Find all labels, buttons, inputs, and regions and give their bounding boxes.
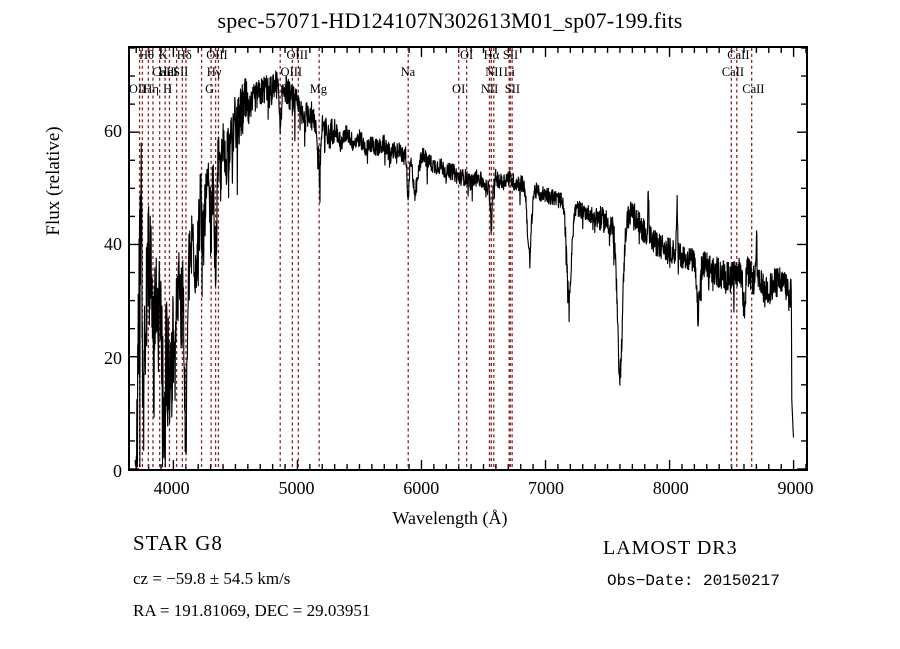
y-tick-0: 0 bbox=[113, 461, 122, 481]
x-tick-4000: 4000 bbox=[153, 478, 190, 498]
x-tick-9000: 9000 bbox=[777, 478, 814, 498]
line-label-OIII-4959: OIII bbox=[280, 65, 303, 79]
line-label-OI-6300: OI bbox=[452, 82, 466, 96]
line-label-CaII-8498: CaII bbox=[721, 65, 744, 79]
line-label-SII-6716: SII bbox=[502, 48, 519, 62]
line-label-SII-4072: SII bbox=[173, 65, 189, 79]
line-label-H-4101: Hδ bbox=[176, 48, 192, 62]
line-label-OIII-5007: OIII bbox=[286, 48, 309, 62]
y-tick-40: 40 bbox=[104, 234, 122, 255]
page-title: spec-57071-HD124107N302613M01_sp07-199.f… bbox=[217, 8, 683, 33]
y-tick-20: 20 bbox=[104, 347, 122, 368]
line-label-CaII-8662: CaII bbox=[742, 82, 765, 96]
line-label-H-3798: Hθ bbox=[138, 48, 154, 62]
line-label-H-3835: Hη bbox=[143, 82, 159, 96]
line-label-CaII-8542: CaII bbox=[727, 48, 750, 62]
line-label-Li-6707: Li bbox=[503, 65, 515, 79]
y-axis-label: Flux (relative) bbox=[43, 126, 64, 236]
line-label-G-4304: G bbox=[205, 82, 215, 96]
line-label-H-3968: H bbox=[163, 82, 173, 96]
x-tick-7000: 7000 bbox=[527, 478, 564, 498]
x-tick-5000: 5000 bbox=[278, 478, 315, 498]
line-label-NII-6583: NII bbox=[485, 65, 503, 79]
line-label-OI-6364: OI bbox=[460, 48, 474, 62]
x-tick-6000: 6000 bbox=[403, 478, 440, 498]
plot-frame bbox=[128, 46, 808, 471]
spectrum-canvas bbox=[130, 48, 806, 469]
line-label-Mg-5175: Mg bbox=[309, 82, 327, 96]
line-label-OII-3727: OII bbox=[128, 82, 147, 96]
coordinates: RA = 191.81069, DEC = 29.03951 bbox=[133, 601, 371, 620]
x-axis-ticklabels: 4000 5000 6000 7000 8000 9000 bbox=[128, 478, 814, 505]
line-label-HeI-3970: HeI bbox=[158, 65, 178, 79]
line-label-H-6563: Hα bbox=[483, 48, 500, 62]
x-tick-8000: 8000 bbox=[652, 478, 689, 498]
line-label-SII-6731: SII bbox=[504, 82, 521, 96]
line-label-OIII-4363: OIII bbox=[206, 48, 228, 62]
line-label-H-4340: Hγ bbox=[206, 65, 222, 79]
observation-date: Obs−Date: 20150217 bbox=[607, 572, 780, 590]
line-label-H-4861: Hβ bbox=[271, 82, 287, 96]
object-class: STAR G8 bbox=[133, 531, 223, 555]
line-label-CaII-3933: CaII bbox=[152, 65, 175, 79]
y-tick-60: 60 bbox=[104, 121, 122, 141]
line-label-Na-5893: Na bbox=[400, 65, 416, 79]
y-axis-ticklabels: 0 20 40 60 bbox=[72, 46, 122, 480]
line-label-NII-6548: NII bbox=[480, 82, 499, 96]
redshift-cz: cz = −59.8 ± 54.5 km/s bbox=[133, 569, 291, 588]
spectrum-trace bbox=[134, 70, 794, 468]
line-label-K-3933: K bbox=[158, 48, 168, 62]
survey-name: LAMOST DR3 bbox=[603, 537, 738, 559]
x-axis-label: Wavelength (Å) bbox=[392, 508, 508, 528]
